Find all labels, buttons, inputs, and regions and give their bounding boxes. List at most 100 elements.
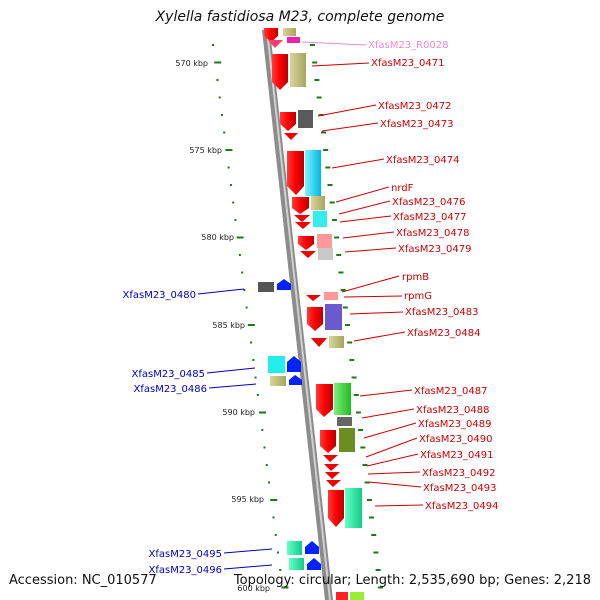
- gene-arrow: [284, 133, 298, 140]
- scale-dash: [349, 359, 355, 361]
- scale-dash: [362, 464, 368, 466]
- scale-dash: [243, 289, 246, 291]
- scale-dash: [364, 481, 370, 484]
- gene-arrow: [268, 40, 283, 48]
- scale-dash: [252, 359, 255, 361]
- tick-label: 575 kbp: [189, 146, 222, 155]
- gene-arrow: [325, 472, 340, 479]
- scale-dash: [355, 411, 361, 414]
- gene-label: XfasM23_0495: [148, 549, 222, 560]
- scale-dash: [345, 324, 350, 326]
- feature-box: [258, 282, 274, 292]
- scale-dash: [270, 499, 278, 501]
- feature-box: [311, 196, 325, 210]
- scale-dash: [247, 324, 255, 326]
- gene-label: XfasM23_0483: [405, 307, 479, 318]
- gene-arrow: [326, 480, 341, 487]
- gene-label: XfasM23_0477: [393, 212, 467, 223]
- scale-dash: [232, 201, 235, 204]
- tick-label: 570 kbp: [175, 59, 208, 68]
- gene-arrow: [305, 541, 319, 554]
- gene-label: XfasM23_0496: [148, 565, 222, 576]
- gene-arrow: [287, 151, 304, 195]
- scale-dash: [325, 166, 331, 169]
- scale-dash: [261, 429, 264, 431]
- feature-box: [268, 356, 285, 373]
- gene-arrow: [328, 490, 344, 527]
- gene-label: XfasM23_0492: [422, 468, 496, 479]
- gene-label: XfasM23_0489: [418, 419, 492, 430]
- feature-box: [305, 150, 321, 196]
- gene-arrow: [307, 307, 323, 331]
- scale-dash: [279, 569, 282, 571]
- gene-arrow: [307, 558, 321, 570]
- gene-label: XfasM23_R0028: [368, 40, 448, 51]
- feature-box: [337, 417, 352, 426]
- gene-label: rpmB: [402, 272, 429, 283]
- gene-label: XfasM23_0486: [133, 384, 207, 395]
- gene-label: XfasM23_0485: [131, 369, 205, 380]
- gene-label: XfasM23_0472: [378, 101, 452, 112]
- scale-dash: [353, 394, 359, 396]
- feature-box: [313, 211, 327, 227]
- gene-arrow: [320, 430, 336, 453]
- gene-arrow: [289, 375, 302, 385]
- gene-label: XfasM23_0471: [371, 58, 445, 69]
- gene-label: XfasM23_0484: [407, 328, 481, 339]
- gene-label: XfasM23_0487: [414, 386, 488, 397]
- gene-arrow: [316, 384, 333, 417]
- forward-strand-genes: [264, 28, 348, 600]
- gene-label: XfasM23_0494: [425, 501, 499, 512]
- right-gene-labels: XfasM23_R0028 XfasM23_0471 XfasM23_0472 …: [301, 40, 499, 512]
- gene-label: XfasM23_0478: [396, 228, 470, 239]
- scale-dash: [369, 516, 375, 519]
- gene-arrow: [323, 455, 338, 462]
- feature-box: [287, 541, 302, 555]
- tick-label: 595 kbp: [231, 495, 264, 504]
- scale-dash: [377, 586, 383, 589]
- gene-label: nrdF: [391, 183, 414, 194]
- genome-backbone-highlight: [266, 30, 331, 600]
- scale-dash: [214, 61, 222, 64]
- scale-dash: [229, 184, 232, 186]
- feature-box: [350, 592, 364, 600]
- feature-box: [339, 428, 355, 452]
- scale-dash: [347, 341, 353, 344]
- scale-dash: [358, 429, 364, 431]
- scale-dashes: [212, 44, 383, 589]
- gene-arrow: [298, 236, 314, 250]
- feature-box: [324, 292, 338, 300]
- scale-dash: [281, 586, 289, 589]
- gene-arrow: [300, 251, 316, 258]
- scale-dash: [320, 131, 326, 134]
- scale-dash: [373, 551, 379, 554]
- scale-dash: [220, 114, 223, 116]
- scale-dash: [323, 149, 329, 151]
- scale-dash: [375, 569, 381, 571]
- gene-arrow: [295, 222, 311, 229]
- accession-label: Accession: NC_010577: [9, 573, 157, 588]
- gene-label: XfasM23_0474: [386, 155, 460, 166]
- scale-dash: [329, 201, 335, 204]
- feature-box: [283, 28, 296, 36]
- scale-dash: [225, 149, 233, 151]
- left-gene-labels: XfasM23_0480 XfasM23_0485 XfasM23_0486 X…: [122, 288, 273, 576]
- gene-label: XfasM23_0480: [122, 290, 196, 301]
- scale-dash: [268, 481, 270, 484]
- gene-arrow: [292, 197, 309, 214]
- gene-arrow: [277, 279, 291, 290]
- gene-block: [336, 592, 348, 600]
- scale-dash: [259, 411, 267, 414]
- gene-label: XfasM23_0488: [416, 405, 490, 416]
- feature-box: [287, 37, 300, 43]
- scale-dash: [340, 289, 346, 291]
- scale-dash: [241, 271, 244, 274]
- feature-box: [334, 383, 351, 415]
- tick-label: 585 kbp: [212, 321, 245, 330]
- scale-dash: [227, 166, 230, 169]
- scale-dash: [218, 96, 221, 99]
- gene-label: XfasM23_0479: [398, 244, 472, 255]
- feature-box: [318, 248, 333, 260]
- scale-labels: 570 kbp 575 kbp 580 kbp 585 kbp 590 kbp …: [175, 59, 270, 593]
